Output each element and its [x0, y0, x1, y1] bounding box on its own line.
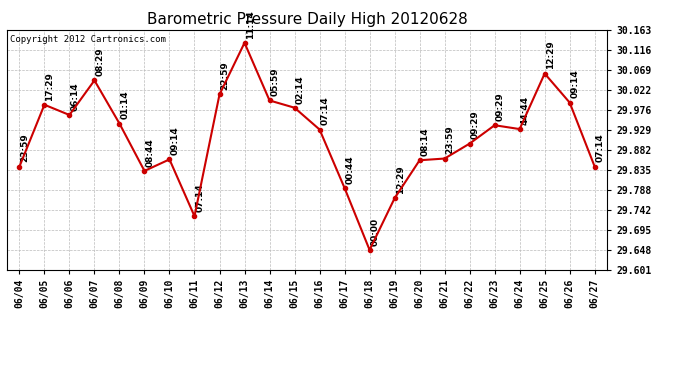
Text: 02:14: 02:14 [295, 75, 304, 104]
Text: 23:59: 23:59 [21, 134, 30, 162]
Text: 06:14: 06:14 [70, 82, 79, 111]
Text: 09:14: 09:14 [170, 126, 179, 155]
Text: 22:59: 22:59 [221, 62, 230, 90]
Text: 07:14: 07:14 [195, 183, 204, 212]
Text: Copyright 2012 Cartronics.com: Copyright 2012 Cartronics.com [10, 35, 166, 44]
Text: 01:14: 01:14 [121, 91, 130, 119]
Text: 08:44: 08:44 [146, 138, 155, 167]
Text: 17:29: 17:29 [46, 72, 55, 100]
Text: 00:44: 00:44 [346, 155, 355, 184]
Text: 23:59: 23:59 [446, 126, 455, 154]
Text: 07:14: 07:14 [595, 134, 604, 162]
Text: 11:14: 11:14 [246, 10, 255, 39]
Title: Barometric Pressure Daily High 20120628: Barometric Pressure Daily High 20120628 [147, 12, 467, 27]
Text: 09:14: 09:14 [571, 70, 580, 98]
Text: 09:29: 09:29 [471, 111, 480, 140]
Text: 44:44: 44:44 [521, 96, 530, 125]
Text: 12:29: 12:29 [395, 165, 404, 194]
Text: 00:00: 00:00 [371, 217, 380, 246]
Text: 05:59: 05:59 [270, 68, 279, 96]
Text: 07:14: 07:14 [321, 97, 330, 125]
Text: 09:29: 09:29 [495, 92, 504, 121]
Text: 08:29: 08:29 [95, 48, 104, 76]
Text: 12:29: 12:29 [546, 40, 555, 69]
Text: 08:14: 08:14 [421, 128, 430, 156]
